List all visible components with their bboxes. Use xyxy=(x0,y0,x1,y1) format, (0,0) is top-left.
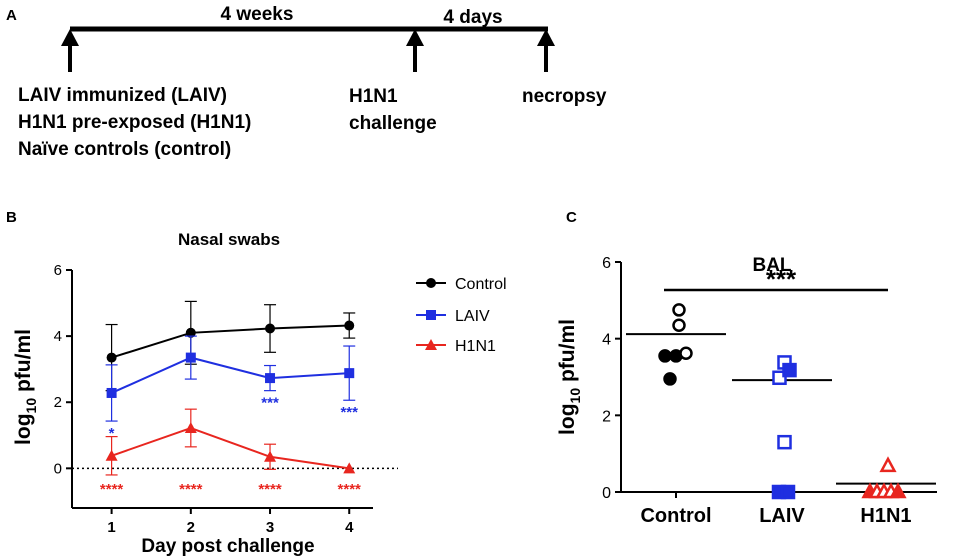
data-point-h1n1 xyxy=(184,422,197,434)
chart-b-x-tick-label: 1 xyxy=(107,519,115,536)
panel-label-b: B xyxy=(6,209,17,226)
data-point-control xyxy=(663,372,677,386)
chart-c: C BAL log10 pfu/ml 0 2 4 6 Control LAIV H1N1 *… xyxy=(556,209,937,527)
data-point-control xyxy=(672,318,686,332)
chart-c-y-tick-label: 0 xyxy=(602,485,611,502)
chart-b-y-tick-label: 0 xyxy=(54,460,62,477)
legend-item-control: Control xyxy=(416,276,507,293)
chart-b-ylabel: log10 pfu/ml xyxy=(12,329,39,445)
chart-b-y-tick-label: 2 xyxy=(54,394,62,411)
svg-text:log10 pfu/ml: log10 pfu/ml xyxy=(12,329,39,445)
data-point-laiv xyxy=(780,484,796,500)
data-point-h1n1 xyxy=(264,450,277,462)
data-point-control xyxy=(679,346,693,360)
arrow-necropsy xyxy=(537,29,555,72)
series-line-h1n1 xyxy=(111,426,350,470)
data-point-control xyxy=(265,323,276,334)
legend-label-control: Control xyxy=(455,276,507,293)
chart-b-ylabel-main: log xyxy=(12,413,35,445)
data-point-h1n1 xyxy=(105,449,118,461)
chart-c-ylabel-main: log xyxy=(556,403,579,435)
chart-c-y-tick-label: 2 xyxy=(602,408,611,425)
chart-c-title: BAL xyxy=(752,255,791,276)
legend-marker-laiv xyxy=(426,310,436,320)
series-line-laiv xyxy=(111,356,350,394)
necropsy-label: necropsy xyxy=(522,86,607,107)
significance-label-laiv: *** xyxy=(340,404,358,421)
data-point-h1n1 xyxy=(889,482,907,499)
data-point-laiv xyxy=(782,362,797,378)
chart-c-x-tick-label: Control xyxy=(640,505,711,527)
chart-b-y-tick-label: 6 xyxy=(54,262,62,279)
chart-b-x-tick-label: 3 xyxy=(266,519,274,536)
significance-label-h1n1: **** xyxy=(258,481,282,498)
chart-c-y-tick-label: 6 xyxy=(602,255,611,272)
chart-c-x-tick-label: LAIV xyxy=(759,505,805,527)
legend-marker-h1n1 xyxy=(425,339,437,350)
chart-b-ylabel-rest: pfu/ml xyxy=(12,329,35,398)
chart-c-axes: 0 2 4 6 Control LAIV H1N1 xyxy=(602,255,937,527)
group-h1n1: H1N1 pre-exposed (H1N1) xyxy=(18,112,251,133)
significance-label: *** xyxy=(766,264,797,294)
legend-marker-control xyxy=(426,278,436,288)
chart-b-y-tick-label: 4 xyxy=(54,328,62,345)
interval-4-days: 4 days xyxy=(443,7,502,28)
series-line-control xyxy=(111,324,350,359)
data-point-laiv xyxy=(106,387,117,398)
data-point-control xyxy=(344,320,355,331)
chart-c-y-tick-label: 4 xyxy=(602,332,611,349)
timeline-panel: A 4 weeks 4 days LAIV immunized (LAIV) H… xyxy=(6,4,607,160)
chart-c-x-tick-label: H1N1 xyxy=(860,505,911,527)
data-point-h1n1 xyxy=(343,462,356,474)
data-point-laiv xyxy=(265,373,276,384)
chart-b-x-tick-label: 2 xyxy=(187,519,195,536)
legend: Control LAIV H1N1 xyxy=(416,276,507,355)
data-point-control xyxy=(672,303,686,317)
panel-label-a: A xyxy=(6,7,17,24)
significance-label-laiv: * xyxy=(109,425,115,442)
svg-text:log10 pfu/ml: log10 pfu/ml xyxy=(556,319,583,435)
arrow-start xyxy=(61,29,79,72)
chart-c-ylabel: log10 pfu/ml xyxy=(556,319,583,435)
group-laiv: LAIV immunized (LAIV) xyxy=(18,85,227,106)
arrow-challenge xyxy=(406,29,424,72)
data-point-h1n1 xyxy=(879,456,897,473)
chart-c-ylabel-sub: 10 xyxy=(567,388,583,404)
challenge-label-1: H1N1 xyxy=(349,86,398,107)
significance-label-laiv: *** xyxy=(261,395,279,412)
data-point-control xyxy=(658,349,672,363)
interval-4-weeks: 4 weeks xyxy=(221,4,294,25)
chart-b-x-tick-label: 4 xyxy=(345,519,354,536)
chart-b-ylabel-sub: 10 xyxy=(23,398,39,414)
significance-label-h1n1: **** xyxy=(338,481,362,498)
chart-c-plot: *** xyxy=(626,264,936,500)
chart-b: B Nasal swabs log10 pfu/ml Day post chal… xyxy=(6,209,398,557)
chart-b-plot: *********** **** **** **** xyxy=(100,300,362,498)
group-control: Naïve controls (control) xyxy=(18,139,231,160)
data-point-laiv xyxy=(777,434,792,450)
legend-item-h1n1: H1N1 xyxy=(416,338,496,355)
legend-item-laiv: LAIV xyxy=(416,308,490,325)
chart-b-xlabel: Day post challenge xyxy=(141,536,314,557)
legend-label-h1n1: H1N1 xyxy=(455,338,496,355)
data-point-laiv xyxy=(185,352,196,363)
significance-label-h1n1: **** xyxy=(100,481,124,498)
chart-b-title: Nasal swabs xyxy=(178,230,280,249)
chart-c-ylabel-rest: pfu/ml xyxy=(556,319,579,388)
data-point-control xyxy=(106,352,117,363)
significance-label-h1n1: **** xyxy=(179,481,203,498)
data-point-control xyxy=(185,327,196,338)
data-point-laiv xyxy=(344,368,355,379)
legend-label-laiv: LAIV xyxy=(455,308,490,325)
challenge-label-2: challenge xyxy=(349,113,437,134)
panel-label-c: C xyxy=(566,209,577,226)
